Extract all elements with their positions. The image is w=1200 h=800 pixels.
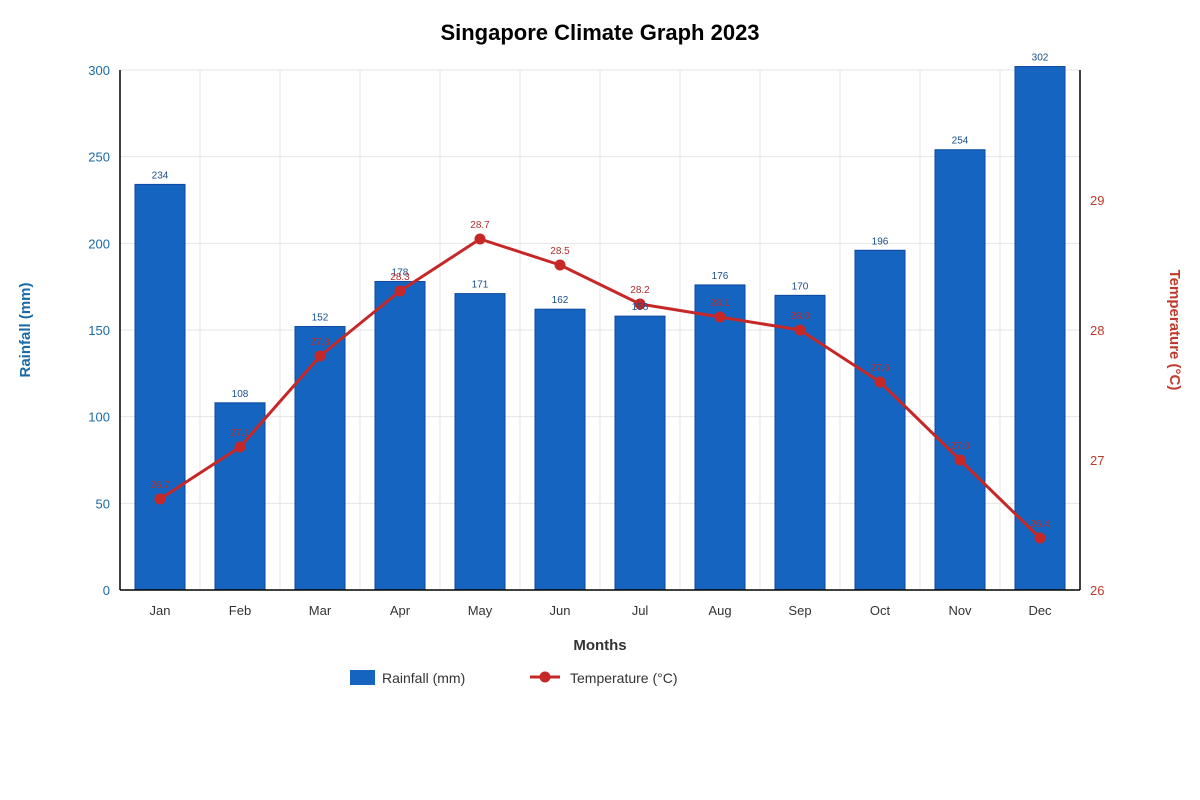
- rainfall-data-label: 162: [552, 295, 569, 306]
- rainfall-data-label: 171: [472, 280, 489, 291]
- rainfall-data-label: 170: [792, 281, 809, 292]
- rainfall-data-label: 178: [392, 267, 409, 278]
- temperature-data-label: 28.1: [710, 298, 730, 309]
- y-right-tick-label: 29: [1090, 193, 1104, 208]
- temperature-point: [474, 233, 486, 245]
- legend-temperature-label: Temperature (°C): [570, 670, 678, 686]
- temperature-point: [874, 376, 886, 388]
- x-tick-label: Aug: [708, 603, 731, 618]
- temperature-point: [554, 259, 566, 271]
- temperature-point: [794, 324, 806, 336]
- rainfall-data-label: 158: [632, 302, 649, 313]
- temperature-data-label: 27.1: [230, 428, 250, 439]
- rainfall-bar: [854, 249, 906, 591]
- temperature-point: [634, 298, 646, 310]
- y-left-axis-label: Rainfall (mm): [17, 282, 34, 377]
- x-tick-label: Apr: [390, 603, 411, 618]
- rainfall-data-label: 176: [712, 271, 729, 282]
- rainfall-bar: [614, 315, 666, 591]
- y-right-tick-label: 26: [1090, 583, 1104, 598]
- axes: 0 50 100 150 200 250 300 26 27 28 29 Jan Feb Mar Apr Ma…: [88, 63, 1104, 618]
- y-left-tick-label: 200: [88, 236, 110, 251]
- rainfall-bar: [1014, 66, 1066, 591]
- x-tick-label: Jun: [550, 603, 571, 618]
- temperature-data-label: 26.7: [150, 480, 170, 491]
- temperature-data-label: 27.8: [310, 337, 330, 348]
- temperature-data-label: 28.0: [790, 311, 810, 322]
- rainfall-bar: [934, 149, 986, 591]
- temperature-line: [159, 237, 1042, 540]
- legend: Rainfall (mm) Temperature (°C): [350, 670, 678, 686]
- legend-rainfall-label: Rainfall (mm): [382, 670, 465, 686]
- temperature-point: [394, 285, 406, 297]
- legend-rainfall-swatch: [350, 670, 375, 685]
- temperature-point: [314, 350, 326, 362]
- rainfall-bar: [774, 294, 826, 591]
- x-axis-label: Months: [573, 637, 626, 654]
- temperature-data-label: 27.6: [870, 363, 890, 374]
- rainfall-data-label: 302: [1032, 53, 1049, 64]
- temperature-point: [1034, 532, 1046, 544]
- rainfall-data-label: 108: [232, 389, 249, 400]
- y-left-tick-label: 100: [88, 410, 110, 425]
- temperature-data-label: 28.7: [470, 220, 490, 231]
- data-labels: 234 108 152 178 171 162 158 176 170 196 254 302 26.7…: [150, 53, 1050, 530]
- temperature-data-label: 28.3: [390, 272, 410, 283]
- rainfall-data-label: 234: [152, 170, 169, 181]
- temperature-point: [954, 454, 966, 466]
- temperature-data-label: 26.4: [1030, 519, 1050, 530]
- rainfall-data-label: 254: [952, 136, 969, 147]
- rainfall-data-label: 152: [312, 313, 329, 324]
- y-left-tick-label: 50: [96, 496, 110, 511]
- x-tick-label: Feb: [229, 603, 251, 618]
- x-tick-label: Sep: [788, 603, 811, 618]
- x-tick-label: Jan: [150, 603, 171, 618]
- x-tick-label: Dec: [1028, 603, 1052, 618]
- temperature-point: [234, 441, 246, 453]
- temperature-data-label: 28.2: [630, 285, 650, 296]
- chart-title: Singapore Climate Graph 2023: [440, 20, 759, 45]
- y-left-tick-label: 250: [88, 150, 110, 165]
- y-right-axis-label: Temperature (°C): [1166, 270, 1183, 391]
- x-tick-label: Oct: [870, 603, 891, 618]
- temperature-point: [714, 311, 726, 323]
- rainfall-data-label: 196: [872, 236, 889, 247]
- y-left-tick-label: 300: [88, 63, 110, 78]
- temperature-point: [154, 493, 166, 505]
- y-left-tick-label: 0: [103, 583, 110, 598]
- rainfall-bar: [534, 308, 586, 591]
- temperature-line-group: [154, 233, 1046, 544]
- x-tick-label: May: [468, 603, 493, 618]
- y-right-tick-label: 28: [1090, 323, 1104, 338]
- rainfall-bar: [454, 293, 506, 591]
- x-tick-label: Jul: [632, 603, 649, 618]
- x-tick-label: Mar: [309, 603, 332, 618]
- grid-lines: [120, 69, 1080, 591]
- temperature-data-label: 27.0: [950, 441, 970, 452]
- rainfall-bar: [134, 183, 186, 591]
- rainfall-bar: [694, 284, 746, 591]
- rainfall-bar: [214, 402, 266, 591]
- rainfall-bar: [374, 280, 426, 591]
- x-tick-label: Nov: [948, 603, 972, 618]
- y-right-tick-label: 27: [1090, 453, 1104, 468]
- legend-temperature-marker: [539, 671, 551, 683]
- rainfall-bar: [294, 326, 346, 591]
- rainfall-bars: [134, 66, 1066, 591]
- temperature-data-label: 28.5: [550, 246, 570, 257]
- y-left-tick-label: 150: [88, 323, 110, 338]
